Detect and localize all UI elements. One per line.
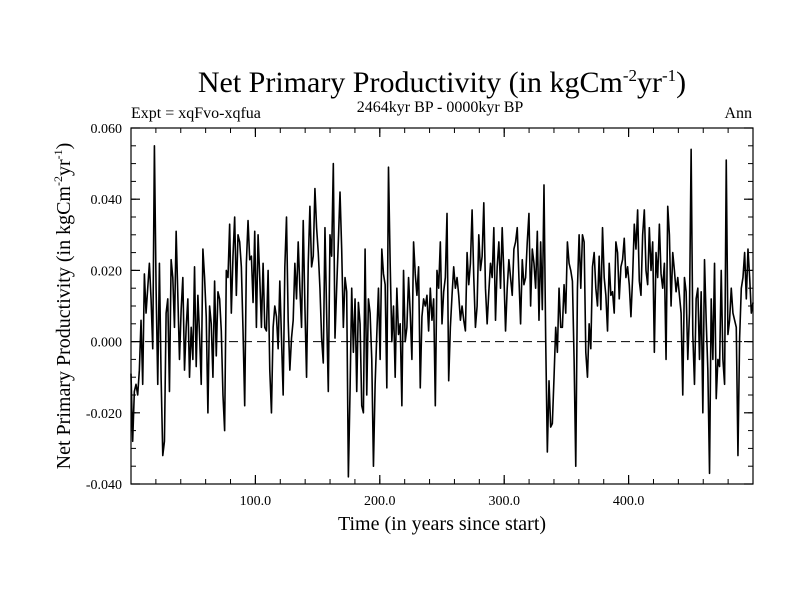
x-tick-label: 200.0: [364, 494, 396, 509]
axis-tick-labels: -0.040 -0.020 0.000 0.020 0.040 0.060 100.0 200…: [86, 122, 645, 509]
y-tick-label: -0.020: [86, 407, 122, 422]
y-tick-label: 0.020: [91, 264, 123, 279]
chart-title: Net Primary Productivity (in kgCm-2yr-1): [198, 66, 686, 99]
y-tick-label: 0.060: [91, 122, 123, 137]
period-label: 2464kyr BP - 0000kyr BP: [357, 99, 524, 116]
npp-series-line: [130, 145, 754, 478]
y-axis-label: Net Primary Productivity (in kgCm-2yr-1): [51, 143, 75, 470]
season-label: Ann: [724, 105, 752, 122]
y-tick-label: 0.000: [91, 336, 123, 351]
experiment-label: Expt = xqFvo-xqfua: [131, 105, 261, 122]
x-tick-label: 300.0: [488, 494, 520, 509]
y-tick-label: 0.040: [91, 193, 123, 208]
x-tick-label: 400.0: [613, 494, 645, 509]
x-tick-label: 100.0: [240, 494, 272, 509]
x-axis-label: Time (in years since start): [338, 513, 546, 535]
y-tick-label: -0.040: [86, 478, 122, 493]
axis-ticks: [131, 127, 753, 485]
